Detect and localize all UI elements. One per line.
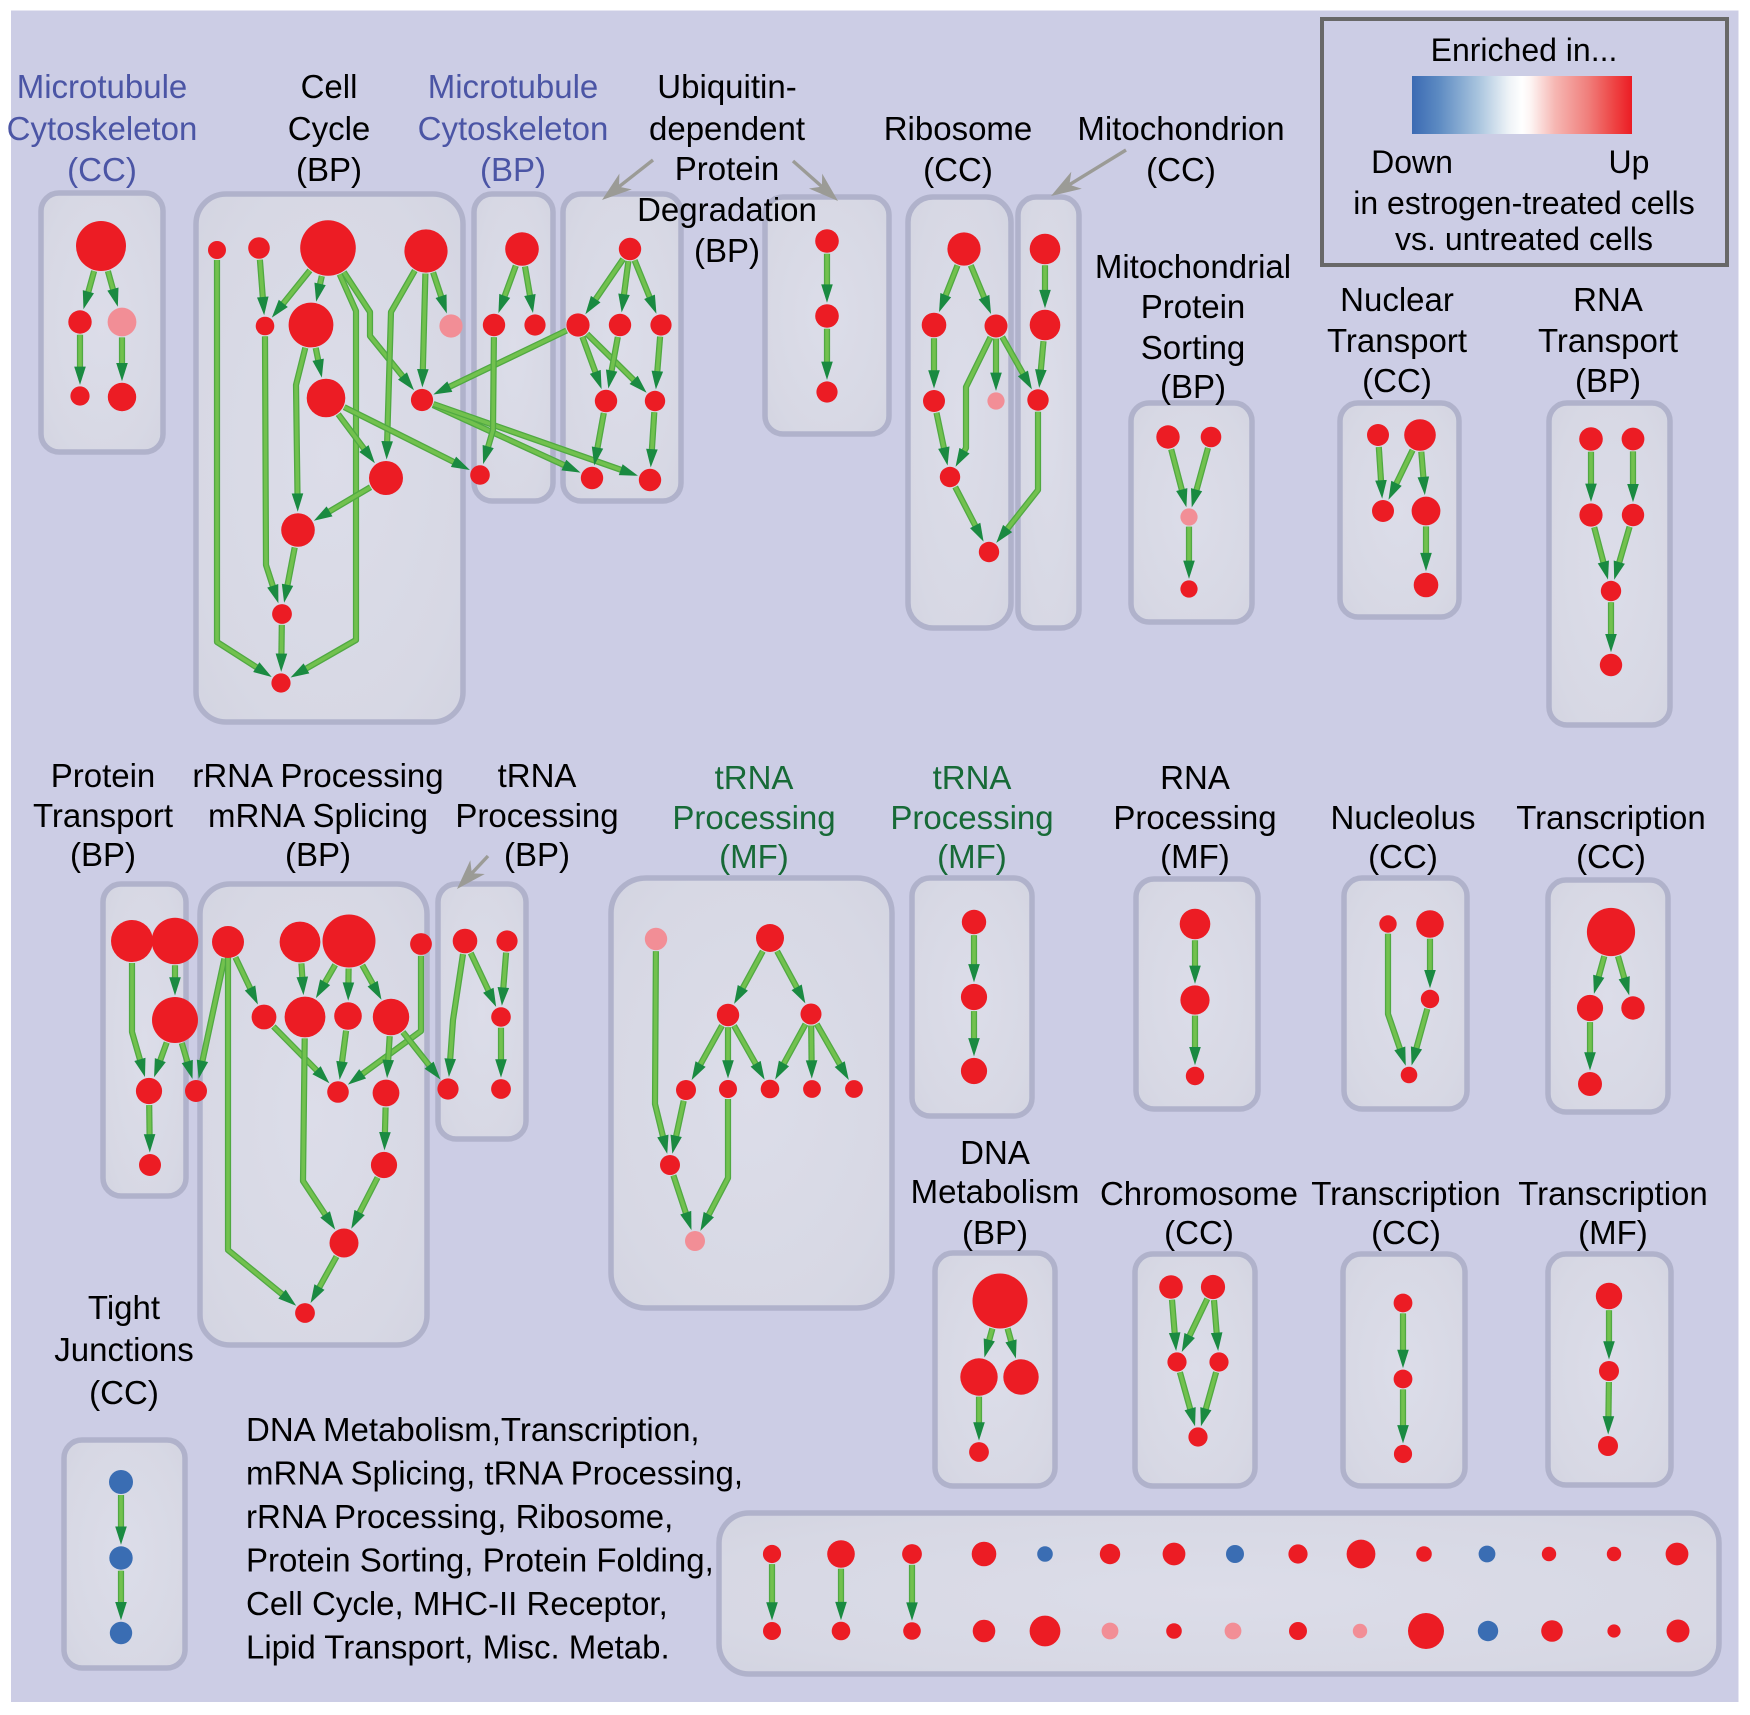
svg-text:(BP): (BP) xyxy=(504,836,570,873)
svg-text:Processing: Processing xyxy=(890,799,1053,836)
svg-text:Up: Up xyxy=(1609,144,1650,180)
svg-text:vs. untreated cells: vs. untreated cells xyxy=(1395,221,1653,257)
svg-text:(CC): (CC) xyxy=(1146,151,1216,188)
svg-text:Transcription: Transcription xyxy=(1516,799,1706,836)
svg-text:Transport: Transport xyxy=(33,797,173,834)
svg-text:RNA: RNA xyxy=(1573,281,1643,318)
svg-text:Protein: Protein xyxy=(51,757,156,794)
svg-text:Cycle: Cycle xyxy=(288,110,371,147)
svg-text:Microtubule: Microtubule xyxy=(17,68,188,105)
svg-text:Mitochondrial: Mitochondrial xyxy=(1095,248,1291,285)
svg-text:(MF): (MF) xyxy=(719,838,789,875)
svg-text:tRNA: tRNA xyxy=(933,759,1012,796)
svg-text:Cell Cycle, MHC-II Receptor,: Cell Cycle, MHC-II Receptor, xyxy=(246,1585,668,1622)
svg-text:mRNA Splicing: mRNA Splicing xyxy=(208,797,428,834)
svg-text:(BP): (BP) xyxy=(296,151,362,188)
svg-text:(MF): (MF) xyxy=(1578,1214,1648,1251)
svg-text:Lipid Transport, Misc. Metab.: Lipid Transport, Misc. Metab. xyxy=(246,1629,670,1666)
svg-text:Junctions: Junctions xyxy=(54,1331,193,1368)
svg-text:Nuclear: Nuclear xyxy=(1340,281,1454,318)
svg-text:Down: Down xyxy=(1371,144,1453,180)
svg-text:rRNA Processing, Ribosome,: rRNA Processing, Ribosome, xyxy=(246,1498,673,1535)
svg-text:(MF): (MF) xyxy=(1160,838,1230,875)
svg-text:Microtubule: Microtubule xyxy=(428,68,599,105)
svg-text:Processing: Processing xyxy=(455,797,618,834)
svg-text:tRNA: tRNA xyxy=(498,757,577,794)
svg-text:rRNA Processing: rRNA Processing xyxy=(192,757,443,794)
svg-text:(BP): (BP) xyxy=(480,151,546,188)
svg-text:(BP): (BP) xyxy=(285,836,351,873)
svg-text:tRNA: tRNA xyxy=(715,759,794,796)
svg-text:(CC): (CC) xyxy=(1576,838,1646,875)
svg-text:Tight: Tight xyxy=(88,1289,160,1326)
svg-text:(BP): (BP) xyxy=(1160,368,1226,405)
svg-text:DNA Metabolism,Transcription,: DNA Metabolism,Transcription, xyxy=(246,1411,700,1448)
svg-text:Protein: Protein xyxy=(1141,288,1246,325)
svg-text:Nucleolus: Nucleolus xyxy=(1331,799,1476,836)
svg-text:Ribosome: Ribosome xyxy=(884,110,1033,147)
svg-text:(CC): (CC) xyxy=(1362,362,1432,399)
svg-text:RNA: RNA xyxy=(1160,759,1230,796)
svg-text:Protein Sorting, Protein Foldi: Protein Sorting, Protein Folding, xyxy=(246,1542,714,1579)
svg-text:Processing: Processing xyxy=(672,799,835,836)
svg-text:Protein: Protein xyxy=(675,150,780,187)
svg-text:Transport: Transport xyxy=(1327,322,1467,359)
svg-text:Processing: Processing xyxy=(1113,799,1276,836)
svg-text:Cytoskeleton: Cytoskeleton xyxy=(7,110,198,147)
svg-text:Metabolism: Metabolism xyxy=(911,1173,1080,1210)
svg-text:Enriched in...: Enriched in... xyxy=(1431,32,1618,68)
svg-text:(CC): (CC) xyxy=(1368,838,1438,875)
svg-text:Cytoskeleton: Cytoskeleton xyxy=(418,110,609,147)
svg-text:(BP): (BP) xyxy=(1575,362,1641,399)
svg-text:Transcription: Transcription xyxy=(1518,1175,1708,1212)
svg-text:(CC): (CC) xyxy=(89,1374,159,1411)
svg-text:Cell: Cell xyxy=(301,68,358,105)
svg-text:Chromosome: Chromosome xyxy=(1100,1175,1298,1212)
svg-text:mRNA Splicing, tRNA Processing: mRNA Splicing, tRNA Processing, xyxy=(246,1455,743,1492)
svg-text:in estrogen-treated cells: in estrogen-treated cells xyxy=(1353,185,1695,221)
svg-text:(BP): (BP) xyxy=(70,836,136,873)
svg-text:(MF): (MF) xyxy=(937,838,1007,875)
svg-text:(CC): (CC) xyxy=(1371,1214,1441,1251)
svg-text:(CC): (CC) xyxy=(67,151,137,188)
svg-text:DNA: DNA xyxy=(960,1134,1030,1171)
svg-text:(BP): (BP) xyxy=(962,1214,1028,1251)
svg-text:Transcription: Transcription xyxy=(1311,1175,1501,1212)
svg-text:Mitochondrion: Mitochondrion xyxy=(1077,110,1284,147)
svg-text:Degradation: Degradation xyxy=(637,191,817,228)
svg-text:dependent: dependent xyxy=(649,110,805,147)
svg-text:Ubiquitin-: Ubiquitin- xyxy=(657,68,796,105)
svg-text:Transport: Transport xyxy=(1538,322,1678,359)
svg-text:(CC): (CC) xyxy=(1164,1214,1234,1251)
svg-text:Sorting: Sorting xyxy=(1141,329,1246,366)
svg-text:(BP): (BP) xyxy=(694,232,760,269)
svg-text:(CC): (CC) xyxy=(923,151,993,188)
